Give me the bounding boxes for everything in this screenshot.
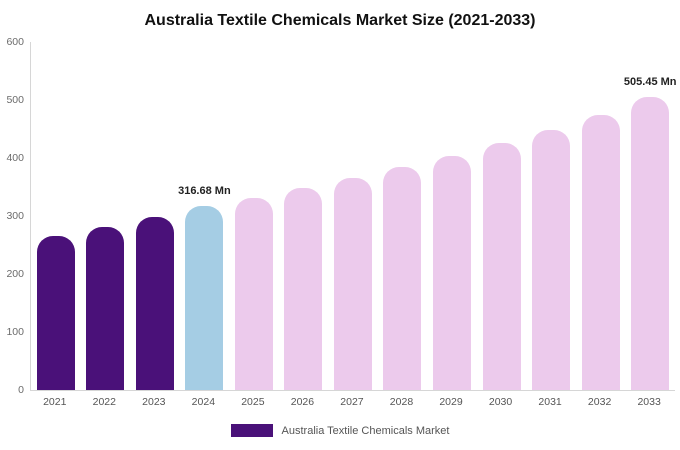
x-label-2028: 2028 xyxy=(389,396,414,408)
bar-slot-2028 xyxy=(378,42,428,390)
x-label-2031: 2031 xyxy=(538,396,562,408)
x-label-2033: 2033 xyxy=(637,396,661,408)
x-axis: 2021 2022 2023 2024 2025 2026 2027 2028 2029 2030… xyxy=(30,396,674,408)
bar-2024 xyxy=(185,206,224,390)
bar-2023 xyxy=(135,217,174,390)
y-tick-300: 300 xyxy=(6,210,24,222)
bar-2030 xyxy=(482,142,521,390)
bar-row xyxy=(31,42,675,390)
x-label-2023: 2023 xyxy=(142,396,166,408)
chart-title: Australia Textile Chemicals Market Size … xyxy=(144,12,536,29)
x-label-2029: 2029 xyxy=(439,396,463,408)
bar-slot-2024 xyxy=(180,42,230,390)
bar-slot-2026 xyxy=(279,42,329,390)
x-label-2026: 2026 xyxy=(290,396,315,408)
data-label-2024: 316.68 Mn xyxy=(178,185,231,198)
bar-2022 xyxy=(86,227,125,390)
x-label-2021: 2021 xyxy=(43,396,67,408)
legend-label: Australia Textile Chemicals Market xyxy=(281,424,450,437)
x-label-2025: 2025 xyxy=(241,396,265,408)
x-label-2022: 2022 xyxy=(92,396,116,408)
bar-2027 xyxy=(333,178,372,390)
bar-2029 xyxy=(433,155,472,390)
plot-area: 316.68 Mn 505.45 Mn xyxy=(30,42,677,391)
bar-2021 xyxy=(36,236,75,390)
x-label-2030: 2030 xyxy=(488,396,513,408)
data-label-2033: 505.45 Mn xyxy=(623,75,677,88)
y-tick-200: 200 xyxy=(6,268,24,280)
y-tick-100: 100 xyxy=(6,326,24,338)
bar-slot-2022 xyxy=(81,42,131,390)
x-label-2024: 2024 xyxy=(191,396,216,408)
bar-2031 xyxy=(532,129,571,390)
bar-2028 xyxy=(383,167,422,390)
bar-slot-2025 xyxy=(229,42,279,390)
y-tick-500: 500 xyxy=(6,94,24,106)
bar-slot-2021 xyxy=(31,42,81,390)
bar-slot-2023 xyxy=(130,42,180,390)
bar-slot-2029 xyxy=(427,42,477,390)
legend-swatch xyxy=(230,424,273,437)
bar-2025 xyxy=(234,198,273,390)
y-axis: 0 100 200 300 400 500 600 xyxy=(0,36,26,396)
x-label-2032: 2032 xyxy=(587,396,612,408)
y-tick-0: 0 xyxy=(18,384,24,396)
bar-2032 xyxy=(581,115,620,390)
bar-2033 xyxy=(631,96,670,390)
bar-slot-2033 xyxy=(625,42,675,390)
bar-slot-2032 xyxy=(576,42,626,390)
bar-slot-2030 xyxy=(477,42,527,390)
bar-slot-2027 xyxy=(328,42,378,390)
legend: Australia Textile Chemicals Market xyxy=(0,424,680,437)
bar-2026 xyxy=(284,188,323,390)
bar-slot-2031 xyxy=(526,42,576,390)
y-tick-400: 400 xyxy=(6,152,24,164)
x-label-2027: 2027 xyxy=(340,396,364,408)
y-tick-600: 600 xyxy=(6,36,24,48)
